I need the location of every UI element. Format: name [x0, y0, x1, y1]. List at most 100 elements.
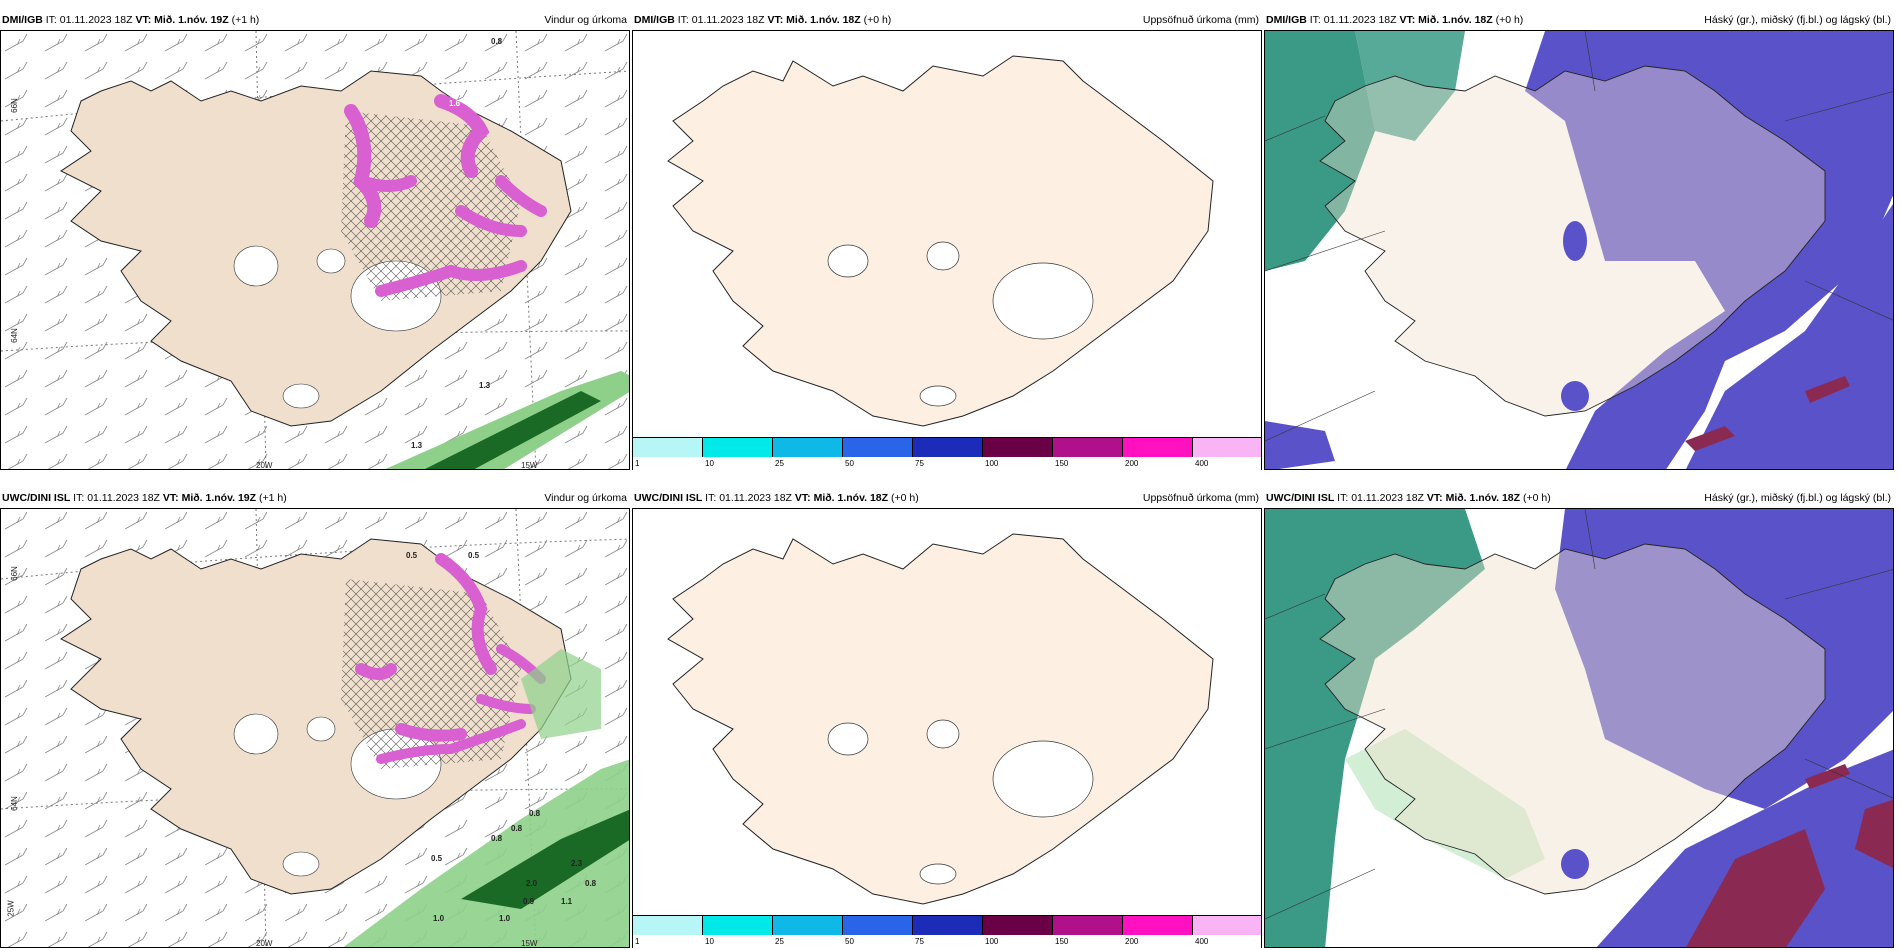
- colorbar-ticks: 1 10 25 50 75 100 150 200 400: [633, 458, 1261, 470]
- colorbar-tick: 1: [635, 459, 640, 468]
- colorbar-cell: [843, 438, 913, 457]
- wind-precip-map[interactable]: 66N 64N 25W 20W 15W 0.5 0.5 0.8 0.8 0.8 …: [0, 508, 630, 948]
- colorbar-cell: [703, 916, 773, 935]
- precip-dark-area: [425, 391, 601, 469]
- init-time: 01.11.2023 18Z: [719, 492, 792, 504]
- valid-time: Mið. 1.nóv. 19Z: [181, 492, 257, 504]
- colorbar-tick: 100: [985, 459, 999, 468]
- valid-time: Mið. 1.nóv. 18Z: [1418, 14, 1493, 26]
- model-label: DMI/IGB: [1266, 14, 1307, 26]
- panel-title: UWC/DINI ISL IT: 01.11.2023 18Z VT: Mið.…: [632, 488, 1262, 508]
- panel-title: UWC/DINI ISL IT: 01.11.2023 18Z VT: Mið.…: [0, 488, 630, 508]
- init-time: 01.11.2023 18Z: [1323, 14, 1397, 26]
- cloud-mid-area: [1525, 31, 1893, 469]
- colorbar-cell: [1053, 438, 1123, 457]
- lon-label: 15W: [521, 939, 538, 948]
- panel-title: DMI/IGB IT: 01.11.2023 18Z VT: Mið. 1.nó…: [632, 10, 1262, 30]
- glacier: [282, 383, 320, 409]
- lat-label: 64N: [9, 328, 19, 343]
- precip-value-label: 0.8: [529, 809, 541, 818]
- init-time: 01.11.2023 18Z: [1351, 492, 1424, 504]
- panel-dmi-accum: DMI/IGB IT: 01.11.2023 18Z VT: Mið. 1.nó…: [632, 10, 1262, 470]
- colorbar-cell: [1123, 916, 1193, 935]
- precip-dark-area: [461, 809, 629, 909]
- iceland-outline: [1319, 543, 1826, 895]
- panel-uwc-cloud: UWC/DINI ISL IT: 01.11.2023 18Z VT: Mið.…: [1264, 488, 1894, 948]
- product-name: Vindur og úrkoma: [544, 492, 627, 504]
- product-name: Uppsöfnuð úrkoma (mm): [1142, 14, 1259, 26]
- precip-green-area: [385, 371, 629, 469]
- precip-value-label: 1.6: [449, 99, 461, 108]
- map-canvas: [1265, 509, 1893, 947]
- colorbar-tick: 200: [1125, 937, 1139, 946]
- lon-label: 15W: [521, 461, 538, 470]
- precip-value-label: 0.8: [585, 879, 597, 888]
- glacier: [919, 863, 957, 885]
- colorbar-tick: 10: [705, 937, 714, 946]
- precip-value-label: 2.3: [571, 859, 583, 868]
- map-canvas: [1, 509, 629, 947]
- cloud-high-light-area: [1345, 729, 1545, 879]
- colorbar-cell: [1193, 916, 1261, 935]
- lon-label: 20W: [256, 461, 273, 470]
- cloud-cover-map[interactable]: [1264, 30, 1894, 470]
- colorbar-cell: [983, 916, 1053, 935]
- forecast-offset: (+0 h): [1522, 492, 1551, 504]
- map-canvas: [667, 55, 1214, 427]
- sector-lines: [1265, 509, 1893, 920]
- glacier: [316, 248, 346, 274]
- panel-title: DMI/IGB IT: 01.11.2023 18Z VT: Mið. 1.nó…: [0, 10, 630, 30]
- panel-title: UWC/DINI ISL IT: 01.11.2023 18Z VT: Mið.…: [1264, 488, 1894, 508]
- accum-precip-map[interactable]: 1 10 25 50 75 100 150 200 400: [632, 30, 1262, 470]
- colorbar-cell: [983, 438, 1053, 457]
- glacier: [926, 719, 960, 749]
- colorbar-tick: 25: [775, 937, 784, 946]
- product-name: Háský (gr.), miðský (fj.bl.) og lágský (…: [1704, 492, 1891, 504]
- valid-time: Mið. 1.nóv. 18Z: [1445, 492, 1521, 504]
- precip-value-label: 0.5: [406, 551, 418, 560]
- cloud-mid-area: [1561, 381, 1589, 411]
- panel-title: DMI/IGB IT: 01.11.2023 18Z VT: Mið. 1.nó…: [1264, 10, 1894, 30]
- panel-dmi-wind: DMI/IGB IT: 01.11.2023 18Z VT: Mið. 1.nó…: [0, 10, 630, 470]
- model-label: UWC/DINI ISL: [634, 492, 703, 504]
- precip-value-label: 1.0: [433, 914, 445, 923]
- forecast-offset: (+0 h): [863, 14, 892, 26]
- precip-value-label: 0.9: [523, 897, 535, 906]
- colorbar-tick: 400: [1195, 937, 1209, 946]
- colorbar-cell: [773, 916, 843, 935]
- colorbar-cell: [913, 438, 983, 457]
- cloud-mid-area: [1555, 509, 1893, 809]
- cloud-low-area: [1685, 376, 1850, 451]
- forecast-offset: (+0 h): [1495, 14, 1524, 26]
- model-label: UWC/DINI ISL: [2, 492, 71, 504]
- accum-precip-map[interactable]: 1 10 25 50 75 100 150 200 400: [632, 508, 1262, 948]
- map-canvas: [1265, 31, 1893, 469]
- colorbar-tick: 10: [705, 459, 714, 468]
- map-canvas: [667, 533, 1214, 905]
- cloud-mid-area: [1561, 849, 1589, 879]
- colorbar-cell: [843, 916, 913, 935]
- glacier-vatnajokull: [992, 262, 1094, 340]
- precip-value-label: 1.1: [561, 897, 573, 906]
- cloud-mid-area: [1563, 221, 1587, 261]
- colorbar-tick: 200: [1125, 459, 1139, 468]
- glacier: [926, 241, 960, 271]
- panel-dmi-cloud: DMI/IGB IT: 01.11.2023 18Z VT: Mið. 1.nó…: [1264, 10, 1894, 470]
- product-name: Uppsöfnuð úrkoma (mm): [1142, 492, 1259, 504]
- panel-uwc-wind: UWC/DINI ISL IT: 01.11.2023 18Z VT: Mið.…: [0, 488, 630, 948]
- glacier: [233, 713, 279, 755]
- wind-precip-map[interactable]: 66N 64N 20W 15W 0.8 1.6 1.3 1.3: [0, 30, 630, 470]
- product-name: Vindur og úrkoma: [544, 14, 627, 26]
- colorbar-ticks: 1 10 25 50 75 100 150 200 400: [633, 936, 1261, 948]
- cloud-mid-area: [1686, 204, 1893, 469]
- colorbar-cell: [633, 916, 703, 935]
- colorbar-tick: 50: [845, 459, 854, 468]
- iceland-land: [667, 55, 1214, 427]
- precip-value-label: 0.8: [491, 834, 503, 843]
- colorbar-cell: [633, 438, 703, 457]
- model-label: DMI/IGB: [634, 14, 675, 26]
- cloud-cover-map[interactable]: [1264, 508, 1894, 948]
- lat-label: 25W: [6, 900, 16, 917]
- precip-value-label: 0.5: [468, 551, 480, 560]
- colorbar-tick: 75: [915, 937, 924, 946]
